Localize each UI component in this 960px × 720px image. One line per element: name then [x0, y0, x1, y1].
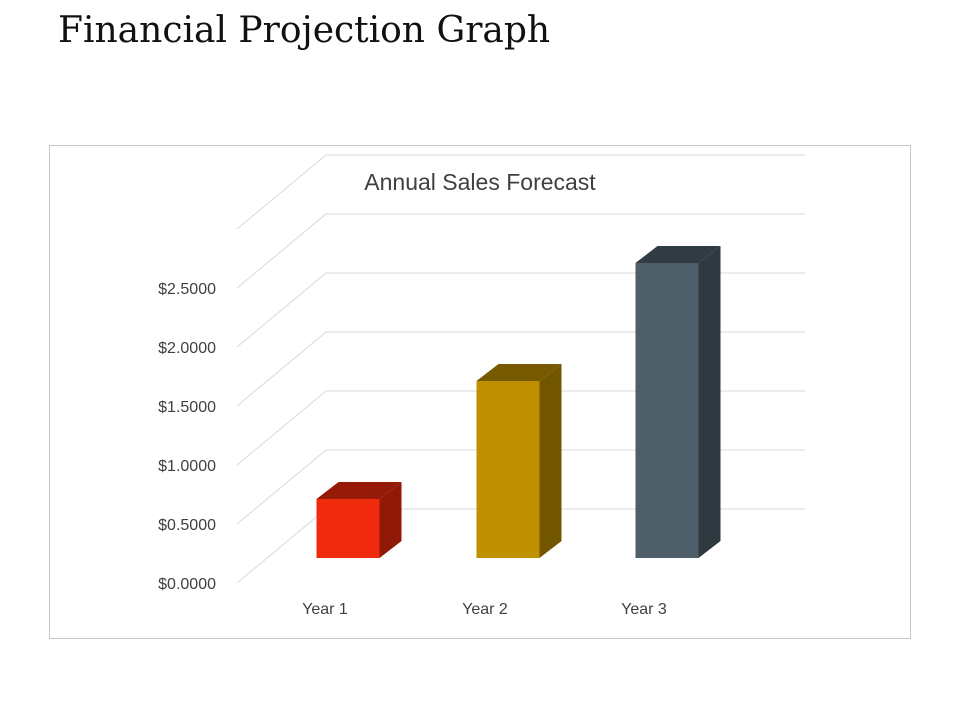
x-axis-category-labels: Year 1 Year 2 Year 3 — [302, 601, 667, 618]
bar-front-face — [316, 499, 380, 558]
gridlines — [236, 154, 805, 584]
y-axis-tick-labels: $0.0000 $0.5000 $1.0000 $1.5000 $2.0000 $2.50… — [158, 281, 216, 593]
x-category-label: Year 3 — [621, 601, 667, 618]
chart-frame: Annual Sales Forecast $0.0000 $0.5000 $1.0… — [49, 145, 911, 639]
y-tick-label: $0.5000 — [158, 517, 216, 534]
chart-svg: Annual Sales Forecast $0.0000 $0.5000 $1.0… — [158, 154, 805, 618]
bar-top-face — [635, 246, 721, 263]
bar-top-face — [476, 364, 562, 381]
bar — [635, 246, 721, 558]
chart-title: Annual Sales Forecast — [364, 169, 596, 195]
page-title: Financial Projection Graph — [58, 10, 551, 51]
y-tick-label: $2.5000 — [158, 281, 216, 298]
bar-front-face — [635, 263, 699, 558]
bar — [316, 482, 402, 558]
y-tick-label: $0.0000 — [158, 576, 216, 593]
bar — [476, 364, 562, 558]
x-category-label: Year 2 — [462, 601, 508, 618]
bar-side-face — [698, 246, 721, 558]
y-tick-label: $1.5000 — [158, 399, 216, 416]
x-category-label: Year 1 — [302, 601, 348, 618]
y-tick-label: $2.0000 — [158, 340, 216, 357]
bar-front-face — [476, 381, 540, 558]
gridline — [236, 213, 805, 289]
y-tick-label: $1.0000 — [158, 458, 216, 475]
bar-side-face — [379, 482, 402, 558]
bars — [316, 246, 721, 558]
bar-side-face — [539, 364, 562, 558]
gridline — [236, 154, 805, 230]
bar-top-face — [316, 482, 402, 499]
